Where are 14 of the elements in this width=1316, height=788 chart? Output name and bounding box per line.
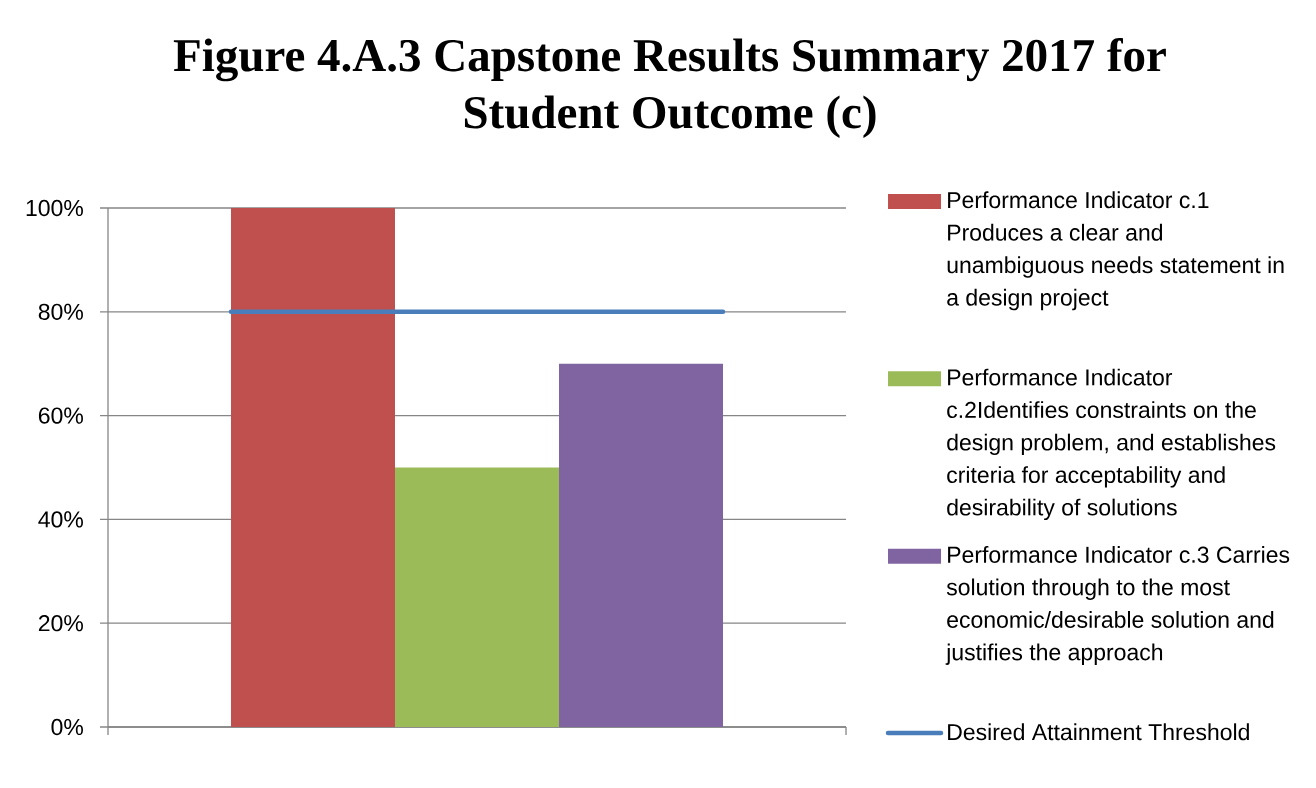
y-tick-label: 20%	[38, 615, 83, 632]
y-tick-label: 100%	[26, 199, 83, 217]
legend-label: Performance Indicator c.3 Carries solution through to the most economic/desirable solution and justifies the approach	[945, 545, 1290, 665]
y-tick-label: 0%	[51, 718, 83, 736]
y-tick-label: 80%	[38, 303, 83, 320]
chart-title: Figure 4.A.3 Capstone Results Summary 2017 for Student Outcome (c)	[173, 37, 1166, 138]
bar	[395, 467, 560, 727]
y-tick-label: 40%	[38, 511, 83, 528]
legend-label: Desired Attainment Threshold	[948, 723, 1249, 741]
y-tick-label: 60%	[38, 407, 83, 424]
legend-label: Performance Indicator c.1 Produces a clear and unambiguous needs statement in a design project	[947, 191, 1284, 311]
bar	[231, 207, 395, 727]
legend-label: Performance Indicator c.2Identifies constraints on the design problem, and establishes criteria for acceptability and desirability of solutions	[947, 368, 1276, 521]
bar	[559, 363, 724, 727]
